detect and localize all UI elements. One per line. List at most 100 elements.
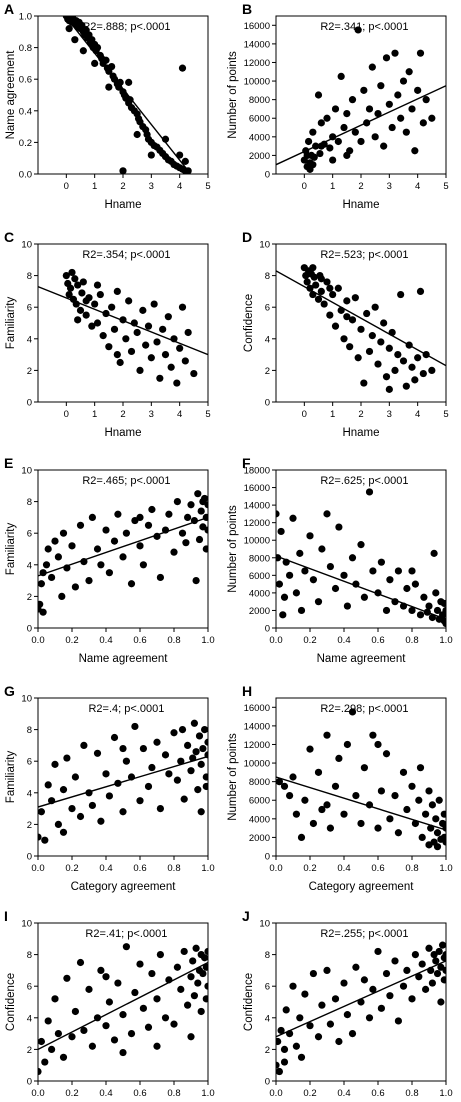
- x-tick-label: 0.8: [167, 635, 180, 646]
- data-point: [173, 379, 181, 387]
- data-point: [382, 969, 391, 978]
- y-tick-label: 0: [27, 852, 32, 863]
- data-point: [408, 567, 416, 575]
- x-tick-label: 3: [149, 181, 154, 192]
- data-point: [126, 96, 134, 104]
- data-point: [110, 1036, 119, 1044]
- data-point: [44, 781, 52, 789]
- y-tick-label: 10000: [244, 536, 270, 547]
- data-point: [80, 741, 88, 750]
- data-point: [382, 606, 391, 615]
- data-point: [340, 123, 348, 132]
- data-point: [420, 593, 428, 601]
- panel-label: G: [4, 683, 15, 699]
- data-point: [122, 335, 130, 343]
- data-point: [348, 1030, 357, 1038]
- data-point: [38, 1067, 42, 1076]
- x-tick-label: 0.4: [337, 1088, 350, 1099]
- data-point: [102, 56, 110, 64]
- data-point: [323, 966, 331, 975]
- data-point: [170, 1020, 178, 1028]
- data-point: [102, 1022, 110, 1030]
- data-point: [59, 1053, 68, 1061]
- data-point: [289, 773, 297, 781]
- data-point: [374, 740, 382, 749]
- data-point: [161, 1014, 170, 1022]
- data-point: [360, 593, 368, 601]
- plot-area: [276, 26, 446, 173]
- data-point: [136, 513, 144, 522]
- data-point: [102, 973, 110, 981]
- y-axis-label: Number of points: [227, 505, 239, 593]
- x-tick-label: 1: [92, 181, 97, 192]
- data-point: [85, 985, 93, 993]
- data-point: [394, 1017, 402, 1025]
- r2-annotation: R2=.255; p<.0001: [320, 928, 408, 940]
- data-point: [153, 1042, 161, 1050]
- data-point: [189, 957, 197, 965]
- data-point: [76, 958, 85, 967]
- data-point: [425, 602, 433, 610]
- data-point: [153, 338, 161, 346]
- data-point: [314, 295, 323, 303]
- data-point: [76, 812, 85, 821]
- data-point: [122, 529, 130, 537]
- data-point: [119, 1048, 127, 1057]
- x-tick-label: 4: [177, 181, 182, 192]
- data-point: [147, 354, 155, 362]
- data-point: [276, 1061, 280, 1069]
- data-point: [309, 161, 317, 169]
- plot-area: [276, 488, 446, 628]
- data-point: [318, 1001, 326, 1009]
- x-tick-label: 0.2: [65, 863, 78, 874]
- data-point: [68, 268, 76, 277]
- x-tick-label: 0.4: [337, 863, 350, 874]
- data-point: [150, 300, 158, 308]
- data-point: [416, 764, 425, 772]
- data-point: [331, 105, 340, 113]
- data-point: [76, 521, 85, 529]
- data-point: [280, 782, 289, 790]
- data-point: [432, 957, 440, 965]
- data-point: [303, 151, 311, 160]
- data-point: [105, 343, 113, 351]
- data-point: [178, 529, 187, 537]
- data-point: [184, 328, 192, 337]
- data-point: [58, 592, 66, 601]
- data-point: [177, 985, 185, 993]
- data-point: [371, 133, 379, 141]
- y-tick-label: 8000: [249, 95, 270, 106]
- plot-area: [276, 941, 446, 1076]
- y-tick-label: 10: [259, 919, 270, 930]
- x-tick-label: 0.6: [133, 1088, 146, 1099]
- y-axis-label: Confidence: [243, 294, 255, 352]
- data-point: [403, 805, 411, 814]
- data-point: [131, 988, 139, 997]
- data-point: [119, 553, 127, 561]
- regression-line: [276, 776, 446, 831]
- data-point: [385, 385, 393, 393]
- data-point: [276, 1037, 282, 1046]
- data-point: [184, 1001, 192, 1009]
- data-point: [360, 379, 368, 387]
- data-point: [42, 561, 51, 569]
- data-point: [136, 960, 144, 968]
- data-point: [201, 954, 208, 962]
- data-point: [147, 151, 155, 159]
- data-point: [318, 805, 326, 814]
- data-point: [323, 801, 331, 809]
- data-point: [351, 128, 359, 136]
- y-axis-label: Familiarity: [5, 297, 17, 350]
- x-tick-label: 3: [387, 409, 392, 420]
- data-point: [202, 773, 208, 781]
- data-point: [365, 105, 374, 113]
- data-point: [363, 309, 371, 318]
- data-point: [139, 744, 147, 753]
- data-point: [440, 976, 446, 984]
- data-point: [108, 62, 116, 71]
- data-point: [385, 100, 393, 108]
- x-tick-label: 1: [92, 409, 97, 420]
- data-point: [199, 498, 207, 506]
- x-tick-label: 5: [205, 409, 210, 420]
- data-point: [334, 137, 342, 146]
